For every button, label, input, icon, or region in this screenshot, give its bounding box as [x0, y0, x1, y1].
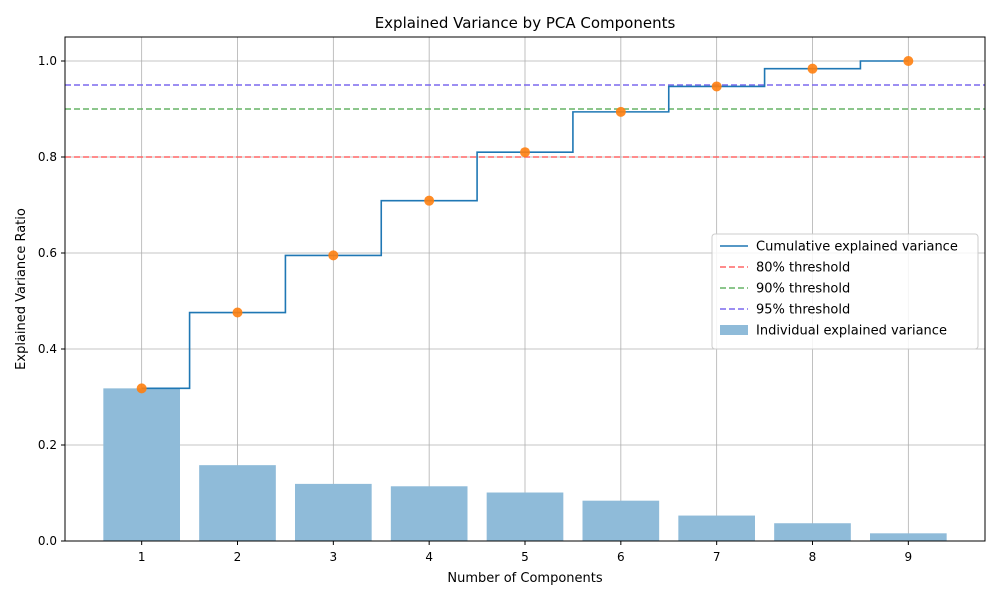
- x-axis-label: Number of Components: [447, 571, 602, 586]
- variance-bar: [774, 523, 851, 541]
- variance-bar: [390, 486, 468, 541]
- cumulative-point: [424, 195, 435, 206]
- legend-label: Cumulative explained variance: [756, 240, 958, 255]
- point-layer: [136, 56, 914, 394]
- cumulative-point: [711, 81, 722, 92]
- x-tick-label: 5: [521, 550, 529, 564]
- y-tick-label: 0.4: [38, 342, 57, 356]
- legend-label: 90% threshold: [756, 282, 850, 297]
- variance-bar: [103, 388, 180, 541]
- legend-label: 80% threshold: [756, 261, 850, 276]
- variance-bar: [870, 533, 947, 541]
- cumulative-point: [232, 307, 243, 318]
- legend-label: 95% threshold: [756, 303, 850, 318]
- cumulative-point: [328, 250, 339, 261]
- x-tick-label: 2: [234, 550, 242, 564]
- cumulative-point: [807, 63, 818, 74]
- x-tick-label: 8: [809, 550, 817, 564]
- y-tick-label: 0.0: [38, 534, 57, 548]
- x-tick-label: 9: [905, 550, 913, 564]
- y-tick-label: 0.6: [38, 246, 57, 260]
- cumulative-point: [615, 106, 626, 117]
- x-tick-label: 3: [330, 550, 338, 564]
- variance-bar: [582, 500, 660, 541]
- x-tick-label: 6: [617, 550, 625, 564]
- chart-title: Explained Variance by PCA Components: [375, 14, 676, 32]
- x-tick-label: 4: [425, 550, 433, 564]
- legend-label: Individual explained variance: [756, 324, 947, 339]
- legend: Cumulative explained variance 80% thresho…: [711, 233, 979, 350]
- cumulative-point: [903, 56, 914, 66]
- variance-bar: [295, 483, 372, 541]
- variance-bar: [678, 515, 755, 541]
- cumulative-point: [520, 147, 530, 158]
- x-tick-label: 1: [138, 550, 146, 564]
- legend-swatch: [720, 325, 748, 335]
- bar-layer: [103, 388, 947, 541]
- legend-box: [711, 233, 979, 350]
- cumulative-point: [136, 383, 147, 394]
- y-tick-label: 0.2: [38, 438, 57, 452]
- y-axis-label: Explained Variance Ratio: [14, 208, 29, 370]
- variance-bar: [486, 492, 564, 541]
- x-tick-label: 7: [713, 550, 721, 564]
- y-tick-label: 1.0: [38, 54, 57, 68]
- axis-layer: 1 2 3 4 5 6 7 8 9 0.0 0.2 0.4 0.6 0.8 1.0: [38, 36, 986, 564]
- y-tick-label: 0.8: [38, 150, 57, 164]
- variance-bar: [199, 465, 276, 541]
